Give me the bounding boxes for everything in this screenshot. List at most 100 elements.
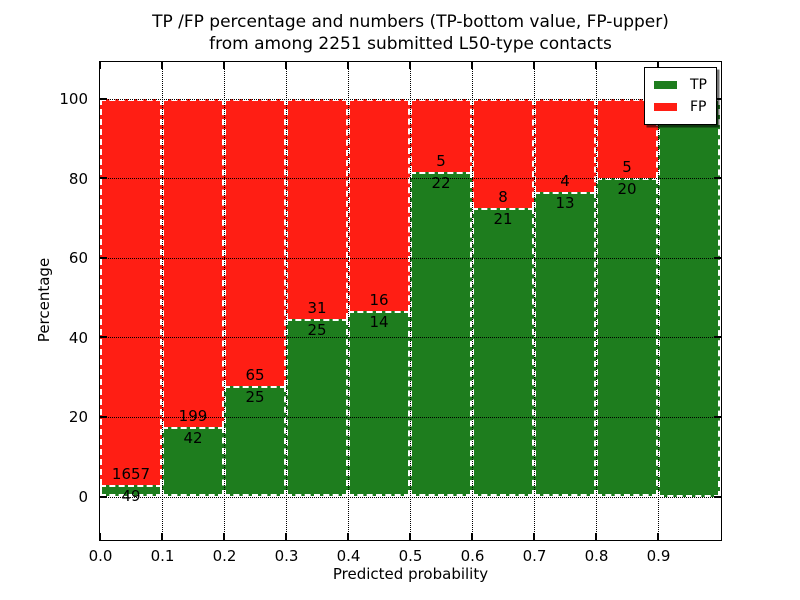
bar-fp-segment bbox=[286, 98, 348, 319]
legend-swatch-fp-icon bbox=[654, 103, 677, 111]
x-tick-mark bbox=[223, 533, 225, 540]
y-tick-label: 80 bbox=[68, 169, 88, 188]
grid-vline bbox=[410, 62, 411, 540]
x-tick-label: 0.4 bbox=[336, 547, 361, 565]
grid-vline bbox=[162, 62, 163, 540]
y-tick-label: 0 bbox=[78, 488, 88, 506]
y-tick-mark bbox=[714, 97, 721, 100]
bar-tp-segment bbox=[658, 98, 720, 497]
bar-tp-segment bbox=[286, 318, 348, 497]
legend-label: TP bbox=[690, 77, 707, 93]
bar-fp-segment bbox=[348, 98, 410, 311]
x-tick-mark bbox=[533, 62, 535, 69]
x-tick-label: 0.2 bbox=[212, 547, 237, 565]
bar-tp-segment bbox=[596, 178, 658, 497]
bar-fp-segment bbox=[162, 98, 224, 428]
bar-tp-count-label: 49 bbox=[121, 487, 141, 506]
y-tick-mark bbox=[714, 256, 721, 259]
y-tick-mark bbox=[100, 495, 107, 498]
bar-tp-count-label: 22 bbox=[431, 174, 451, 193]
x-tick-mark bbox=[99, 62, 101, 69]
bar-fp-count-label: 5 bbox=[622, 158, 632, 177]
x-tick-label: 0.3 bbox=[274, 547, 299, 565]
x-tick-mark bbox=[99, 533, 101, 540]
bar-tp-count-label: 42 bbox=[183, 429, 203, 448]
grid-vline bbox=[286, 62, 287, 540]
chart-title-line1: TP /FP percentage and numbers (TP-bottom… bbox=[152, 12, 669, 32]
y-tick-label: 40 bbox=[68, 328, 88, 347]
x-tick-mark bbox=[657, 533, 659, 540]
x-tick-mark bbox=[595, 533, 597, 540]
bar-fp-count-label: 1657 bbox=[111, 465, 151, 484]
y-tick-mark bbox=[100, 256, 107, 259]
x-tick-mark bbox=[285, 62, 287, 69]
x-tick-label: 0.0 bbox=[88, 547, 113, 565]
bar-tp-segment bbox=[224, 385, 286, 497]
legend-entry-fp: FP bbox=[654, 96, 707, 118]
x-tick-label: 0.6 bbox=[460, 547, 485, 565]
bar-fp-count-label: 199 bbox=[178, 407, 208, 426]
y-tick-mark bbox=[714, 177, 721, 180]
x-tick-mark bbox=[471, 533, 473, 540]
y-tick-mark bbox=[714, 415, 721, 418]
x-tick-mark bbox=[161, 62, 163, 69]
bar-tp-count-label: 21 bbox=[493, 210, 513, 229]
x-tick-mark bbox=[409, 533, 411, 540]
bar-tp-segment bbox=[162, 427, 224, 497]
grid-vline bbox=[534, 62, 535, 540]
x-tick-mark bbox=[223, 62, 225, 69]
bar-fp-count-label: 16 bbox=[369, 290, 389, 309]
legend: TP FP bbox=[644, 67, 717, 125]
x-tick-mark bbox=[533, 533, 535, 540]
bar-tp-count-label: 14 bbox=[369, 312, 389, 331]
bar-fp-count-label: 4 bbox=[560, 172, 570, 191]
y-tick-mark bbox=[100, 336, 107, 339]
y-tick-label: 60 bbox=[68, 249, 88, 268]
bar-tp-count-label: 25 bbox=[307, 320, 327, 339]
bar-tp-segment bbox=[472, 208, 534, 497]
legend-swatch-tp-icon bbox=[654, 81, 677, 89]
plot-area: 1657491994265253125161452282141352030TPF… bbox=[99, 61, 722, 541]
x-tick-label: 0.7 bbox=[522, 547, 547, 565]
legend-entry-tp: TP bbox=[654, 74, 707, 96]
x-tick-mark bbox=[347, 62, 349, 69]
x-tick-mark bbox=[347, 533, 349, 540]
y-tick-label: 20 bbox=[68, 408, 88, 427]
y-tick-mark bbox=[100, 415, 107, 418]
grid-vline bbox=[224, 62, 225, 540]
bar-fp-count-label: 31 bbox=[307, 298, 327, 317]
grid-vline bbox=[596, 62, 597, 540]
y-tick-label: 100 bbox=[59, 90, 88, 108]
grid-vline bbox=[658, 62, 659, 540]
bar-tp-segment bbox=[410, 172, 472, 497]
x-tick-label: 0.1 bbox=[150, 547, 175, 565]
x-tick-label: 0.5 bbox=[398, 547, 423, 565]
bar-fp-count-label: 5 bbox=[436, 152, 446, 171]
x-tick-mark bbox=[409, 62, 411, 69]
x-tick-mark bbox=[161, 533, 163, 540]
bar-tp-segment bbox=[534, 192, 596, 497]
y-tick-mark bbox=[714, 336, 721, 339]
bar-tp-count-label: 20 bbox=[617, 180, 637, 199]
bar-fp-count-label: 65 bbox=[245, 365, 265, 384]
x-tick-mark bbox=[471, 62, 473, 69]
x-axis-label: Predicted probability bbox=[332, 565, 489, 583]
bar-tp-count-label: 13 bbox=[555, 194, 575, 213]
y-tick-mark bbox=[714, 495, 721, 498]
x-tick-mark bbox=[595, 62, 597, 69]
bar-fp-count-label: 8 bbox=[498, 188, 508, 207]
bar-tp-segment bbox=[348, 310, 410, 497]
bar-fp-segment bbox=[224, 98, 286, 386]
x-tick-label: 0.9 bbox=[646, 547, 671, 565]
x-tick-mark bbox=[657, 62, 659, 69]
chart-title: TP /FP percentage and numbers (TP-bottom… bbox=[99, 11, 722, 55]
bar-tp-segment bbox=[100, 485, 162, 497]
chart-title-line2: from among 2251 submitted L50-type conta… bbox=[209, 34, 612, 54]
y-tick-mark bbox=[100, 97, 107, 100]
grid-vline bbox=[472, 62, 473, 540]
x-tick-mark bbox=[285, 533, 287, 540]
legend-label: FP bbox=[690, 99, 707, 115]
grid-vline bbox=[348, 62, 349, 540]
bar-tp-count-label: 25 bbox=[245, 387, 265, 406]
